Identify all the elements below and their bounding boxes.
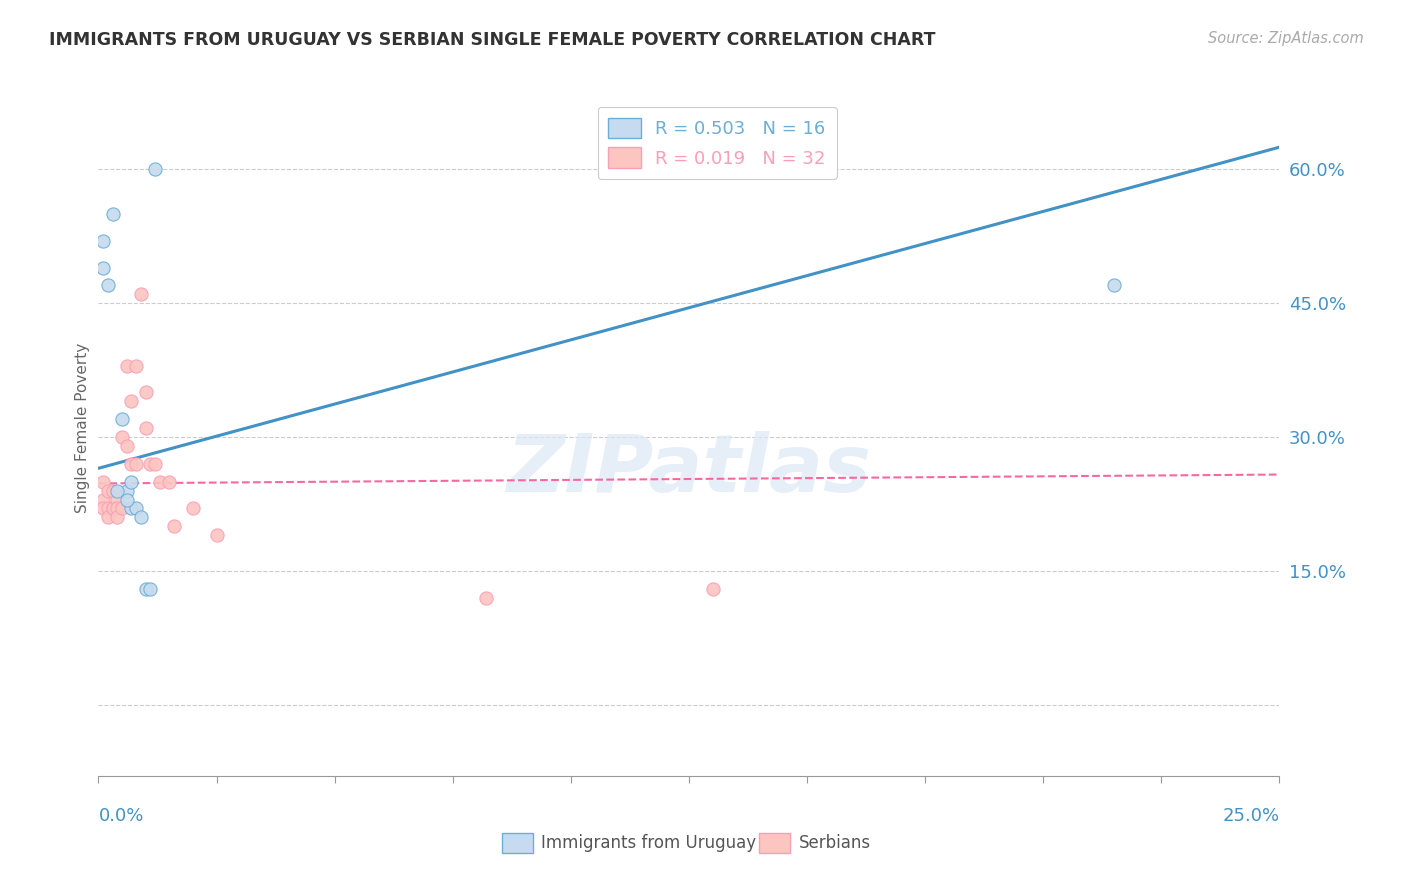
Point <box>111 430 134 444</box>
Point <box>157 475 180 489</box>
Point <box>129 287 152 301</box>
Text: 0.0%: 0.0% <box>98 807 143 825</box>
Point <box>105 483 128 498</box>
Point <box>97 278 120 293</box>
Point <box>115 483 138 498</box>
Point <box>121 457 143 471</box>
Legend: R = 0.503   N = 16, R = 0.019   N = 32: R = 0.503 N = 16, R = 0.019 N = 32 <box>598 107 837 179</box>
Point <box>111 501 134 516</box>
Point <box>1102 278 1125 293</box>
Point <box>91 501 114 516</box>
Text: IMMIGRANTS FROM URUGUAY VS SERBIAN SINGLE FEMALE POVERTY CORRELATION CHART: IMMIGRANTS FROM URUGUAY VS SERBIAN SINGL… <box>49 31 936 49</box>
Point <box>125 457 148 471</box>
Point <box>101 501 124 516</box>
Point <box>702 582 724 596</box>
Point <box>97 483 120 498</box>
Point <box>115 439 138 453</box>
Point <box>91 492 114 507</box>
Point <box>139 582 162 596</box>
Point <box>101 501 124 516</box>
Text: 25.0%: 25.0% <box>1222 807 1279 825</box>
Point <box>129 510 152 524</box>
Point <box>111 412 134 426</box>
Point <box>115 492 138 507</box>
Point <box>163 519 186 533</box>
Point <box>143 457 166 471</box>
Point <box>149 475 172 489</box>
Point <box>97 501 120 516</box>
Point <box>135 582 157 596</box>
Text: Immigrants from Uruguay: Immigrants from Uruguay <box>541 834 756 852</box>
Point <box>475 591 498 605</box>
Point <box>205 528 228 542</box>
Text: Serbians: Serbians <box>799 834 870 852</box>
Text: Source: ZipAtlas.com: Source: ZipAtlas.com <box>1208 31 1364 46</box>
Point <box>105 510 128 524</box>
Point <box>125 359 148 373</box>
Point <box>139 457 162 471</box>
Point <box>97 510 120 524</box>
Point <box>181 501 204 516</box>
Point <box>125 501 148 516</box>
Point <box>105 492 128 507</box>
Point <box>115 359 138 373</box>
Point <box>135 421 157 435</box>
Point <box>121 394 143 409</box>
Y-axis label: Single Female Poverty: Single Female Poverty <box>75 343 90 513</box>
Point <box>91 475 114 489</box>
Point <box>121 475 143 489</box>
Text: ZIPatlas: ZIPatlas <box>506 431 872 509</box>
Point <box>91 260 114 275</box>
Point <box>91 234 114 248</box>
Point <box>121 501 143 516</box>
Point <box>135 385 157 400</box>
Point <box>143 162 166 177</box>
Point <box>105 501 128 516</box>
Point <box>101 207 124 221</box>
Point <box>101 483 124 498</box>
